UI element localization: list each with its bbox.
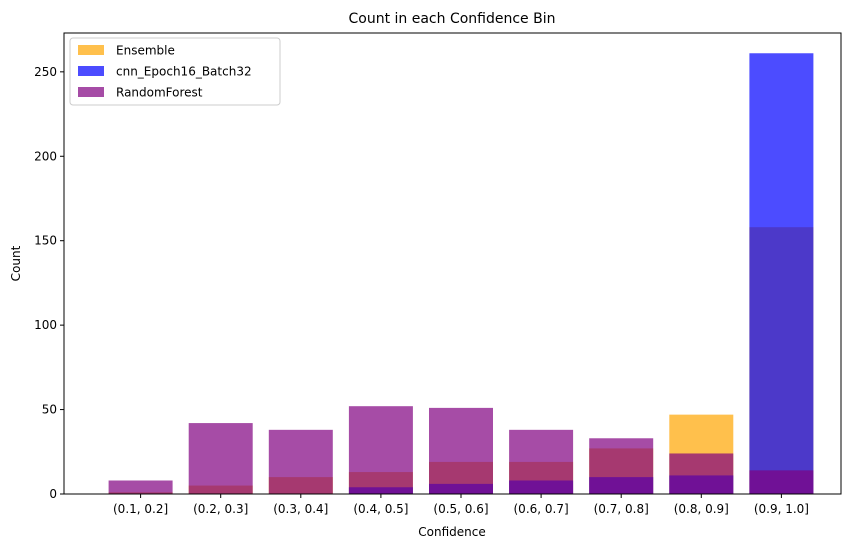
x-tick-label: (0.5, 0.6] xyxy=(433,502,488,516)
bar-randomforest-2 xyxy=(268,429,333,494)
y-tick-label: 150 xyxy=(34,234,57,248)
y-axis-label: Count xyxy=(9,245,23,281)
y-tick-label: 200 xyxy=(34,149,57,163)
bar-randomforest-7 xyxy=(669,453,734,494)
x-tick-label: (0.8, 0.9] xyxy=(674,502,729,516)
bar-randomforest-6 xyxy=(589,438,654,494)
x-axis-label: Confidence xyxy=(418,525,485,539)
legend-swatch xyxy=(78,87,104,97)
legend-label: Ensemble xyxy=(116,44,175,58)
bars-layer xyxy=(108,53,814,494)
bar-randomforest-1 xyxy=(188,423,253,494)
bar-randomforest-5 xyxy=(509,429,574,494)
x-axis: (0.1, 0.2] (0.2, 0.3] (0.3, 0.4] (0.4, 0.5]… xyxy=(113,494,809,516)
bar-randomforest-4 xyxy=(429,407,493,494)
bar-randomforest-3 xyxy=(348,406,413,494)
x-tick-label: (0.3, 0.4] xyxy=(273,502,328,516)
y-tick-label: 0 xyxy=(49,487,57,501)
bar-randomforest-8 xyxy=(749,470,814,494)
legend-label: RandomForest xyxy=(116,86,203,100)
y-tick-label: 100 xyxy=(34,318,57,332)
x-tick-label: (0.7, 0.8] xyxy=(594,502,649,516)
x-tick-label: (0.1, 0.2] xyxy=(113,502,168,516)
x-tick-label: (0.6, 0.7] xyxy=(514,502,569,516)
legend-label: cnn_Epoch16_Batch32 xyxy=(116,65,252,79)
legend-frame xyxy=(69,37,281,106)
x-tick-label: (0.4, 0.5] xyxy=(353,502,408,516)
legend: Ensemble cnn_Epoch16_Batch32 RandomForest xyxy=(69,37,281,106)
y-tick-label: 250 xyxy=(34,65,57,79)
bar-cnn-epoch16-batch32-8 xyxy=(749,53,814,494)
y-tick-label: 50 xyxy=(42,403,57,417)
x-tick-label: (0.2, 0.3] xyxy=(193,502,248,516)
x-tick-label: (0.9, 1.0] xyxy=(754,502,809,516)
y-axis: 0 50 100 150 200 250 xyxy=(34,65,64,501)
bar-randomforest-0 xyxy=(108,480,173,494)
legend-swatch xyxy=(78,45,104,55)
legend-swatch xyxy=(78,66,104,76)
chart-title: Count in each Confidence Bin xyxy=(349,11,556,27)
plot-frame xyxy=(63,32,842,495)
